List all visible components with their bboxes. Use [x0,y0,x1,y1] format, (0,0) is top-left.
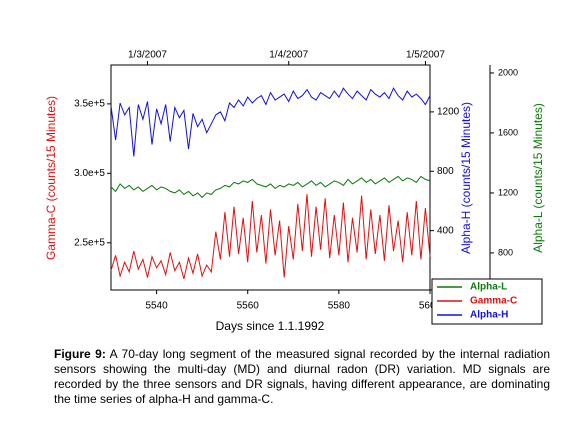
legend-label: Gamma-C [470,296,517,307]
x-tick-label: 5580 [328,301,351,312]
y3-axis-label: Alpha-L (counts/15 Minutes) [531,103,545,253]
series-line [110,194,431,280]
legend-label: Alpha-H [470,310,508,321]
x2-tick-label: 1/5/2007 [406,50,445,61]
y2-tick-label: 800 [437,166,454,177]
x2-tick-label: 1/4/2007 [269,50,308,61]
y2-axis-label: Alpha-H (counts/15 Minutes) [459,102,473,254]
y3-tick-label: 1200 [498,187,518,197]
caption-label: Figure 9: [54,347,106,361]
plot-frame [110,64,431,291]
chart: Days since 1.1.1992 Gamma-C (counts/15 M… [44,50,545,334]
y-tick-label: 3.0e+5 [74,168,105,179]
figure-caption: Figure 9: A 70-day long segment of the m… [54,347,550,407]
x-tick-label: 5540 [145,301,168,312]
series-line [110,87,431,157]
y3-tick-label: 1600 [498,127,518,137]
caption-text: A 70-day long segment of the measured si… [54,347,550,406]
x-tick-label: 5560 [237,301,260,312]
x-tick-label: 5600 [419,301,442,312]
series-line [110,175,431,199]
y3-tick-label: 2000 [498,67,518,77]
y-tick-label: 3.5e+5 [74,99,105,110]
legend-label: Alpha-L [470,282,507,293]
y-axis-label: Gamma-C (counts/15 Minutes) [44,96,58,260]
y2-tick-label: 1200 [437,107,460,118]
x-axis-label: Days since 1.1.1992 [216,319,325,333]
y2-tick-label: 400 [437,225,454,236]
y3-tick-label: 800 [498,247,513,257]
x2-tick-label: 1/3/2007 [128,50,167,61]
y-tick-label: 2.5e+5 [74,237,105,248]
